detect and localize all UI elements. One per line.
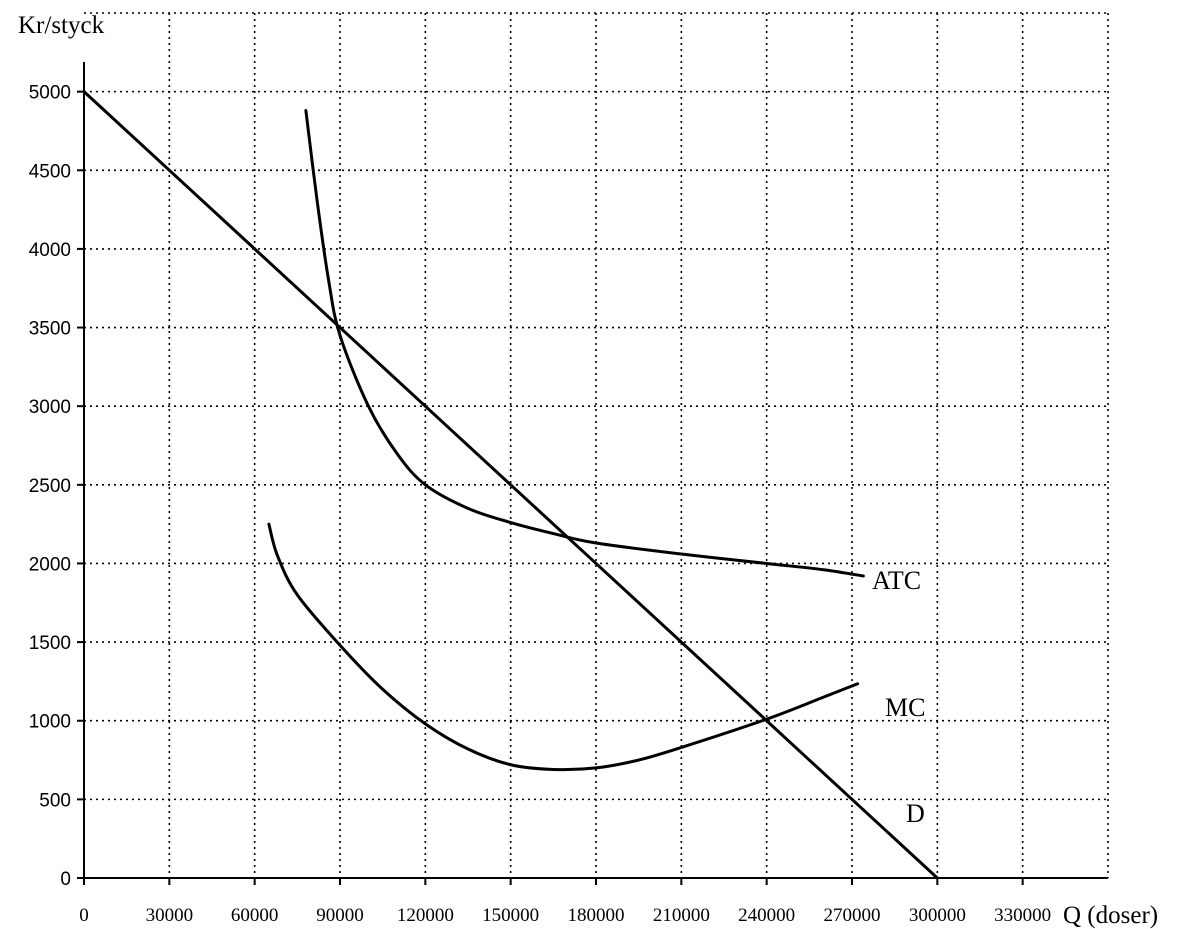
series-layer: D ATC MC — [82, 90, 939, 880]
tick-layer: 0 500 1000 1500 2000 2500 3000 3500 4000 4500 5000… — [29, 83, 1051, 926]
y-axis-title: Kr/styck — [18, 12, 105, 39]
x-tick-label: 0 — [79, 905, 89, 926]
y-tick-label: 500 — [39, 790, 71, 811]
y-tick-label: 3500 — [29, 319, 71, 340]
x-tick-label: 240000 — [738, 905, 795, 926]
grid-layer — [84, 12, 1109, 878]
y-tick-label: 1000 — [29, 712, 71, 733]
y-tick-label: 3000 — [29, 397, 71, 418]
y-tick-label: 2500 — [29, 476, 71, 497]
x-tick-label: 210000 — [653, 905, 710, 926]
series-label-atc: ATC — [872, 566, 921, 595]
series-label-d: D — [906, 799, 925, 828]
y-tick-label: 0 — [60, 869, 71, 890]
y-tick-label: 1500 — [29, 633, 71, 654]
x-tick-label: 330000 — [994, 905, 1051, 926]
x-tick-label: 30000 — [146, 905, 194, 926]
x-axis-title: Q (doser) — [1063, 902, 1158, 929]
series-line-atc — [304, 109, 865, 578]
x-tick-label: 60000 — [231, 905, 279, 926]
y-tick-label: 4000 — [29, 240, 71, 261]
series-label-mc: MC — [885, 693, 925, 722]
x-tick-label: 270000 — [824, 905, 881, 926]
x-tick-label: 90000 — [316, 905, 364, 926]
y-tick-label: 5000 — [29, 83, 71, 104]
y-tick-label: 4500 — [29, 161, 71, 182]
series-line-mc — [267, 522, 860, 772]
x-tick-label: 150000 — [482, 905, 539, 926]
x-tick-label: 120000 — [397, 905, 454, 926]
y-tick-label: 2000 — [29, 554, 71, 575]
x-tick-label: 300000 — [909, 905, 966, 926]
x-tick-label: 180000 — [568, 905, 625, 926]
series-line-d — [82, 90, 939, 880]
